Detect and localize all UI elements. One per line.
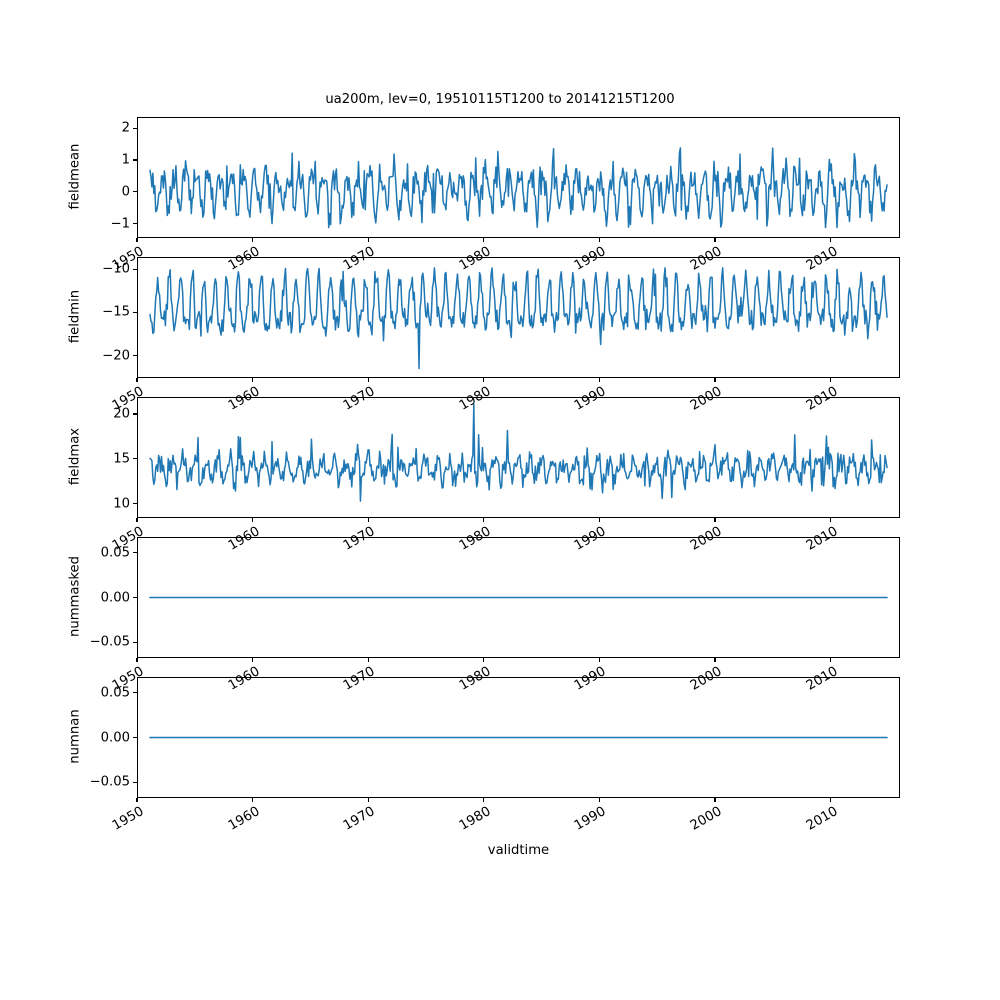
- y-tick-mark: [133, 736, 137, 739]
- x-tick-mark: [367, 798, 369, 802]
- y-axis-label-fieldmin: fieldmin: [67, 289, 83, 343]
- y-tick-mark: [133, 596, 137, 599]
- x-tick-mark: [136, 798, 138, 802]
- x-tick-mark: [598, 518, 600, 522]
- x-tick-label: 1980: [456, 804, 494, 834]
- y-tick-label: 1: [121, 152, 130, 168]
- x-tick-mark: [367, 518, 369, 522]
- figure-title: ua200m, lev=0, 19510115T1200 to 20141215…: [325, 92, 675, 107]
- y-tick-label: −0.05: [89, 634, 130, 650]
- x-tick-mark: [136, 658, 138, 662]
- x-tick-label: 1950: [109, 804, 147, 834]
- x-tick-mark: [483, 378, 485, 382]
- plot-panel-fieldmean: [137, 117, 900, 238]
- x-tick-label: 2000: [687, 804, 725, 834]
- x-tick-mark: [483, 238, 485, 242]
- x-tick-mark: [367, 378, 369, 382]
- x-tick-mark: [367, 238, 369, 242]
- x-tick-mark: [830, 378, 832, 382]
- y-tick-label: −0.05: [89, 774, 130, 790]
- data-line: [150, 268, 887, 369]
- x-tick-mark: [136, 518, 138, 522]
- y-tick-label: −20: [102, 348, 130, 364]
- y-tick-mark: [133, 311, 137, 313]
- series-fieldmin: [138, 258, 899, 377]
- y-tick-mark: [133, 127, 137, 129]
- x-tick-mark: [252, 378, 254, 382]
- y-axis-label-fieldmax: fieldmax: [67, 427, 83, 485]
- x-tick-mark: [598, 798, 600, 802]
- y-tick-label: 0.00: [100, 730, 130, 745]
- x-tick-mark: [830, 518, 832, 522]
- data-line: [150, 404, 887, 501]
- x-tick-mark: [136, 378, 138, 382]
- x-axis-label: validtime: [487, 843, 550, 858]
- plot-panel-numnan: [137, 677, 900, 798]
- x-tick-label: 2010: [803, 804, 841, 834]
- y-tick-label: −15: [102, 304, 130, 320]
- x-tick-mark: [598, 238, 600, 242]
- y-tick-mark: [133, 641, 137, 643]
- y-axis-label-nummasked: nummasked: [67, 555, 83, 637]
- x-tick-mark: [830, 798, 832, 802]
- x-tick-mark: [367, 658, 369, 662]
- y-tick-label: 0.00: [100, 590, 130, 605]
- data-line: [150, 148, 887, 228]
- y-tick-mark: [133, 781, 137, 783]
- y-tick-mark: [133, 159, 137, 161]
- x-tick-mark: [714, 518, 716, 522]
- x-tick-mark: [252, 798, 254, 802]
- x-tick-mark: [714, 658, 716, 662]
- x-tick-mark: [483, 658, 485, 662]
- y-tick-mark: [133, 191, 137, 193]
- y-tick-label: 0: [121, 184, 130, 200]
- series-numnan: [138, 678, 899, 797]
- y-tick-label: 2: [121, 120, 130, 136]
- y-tick-mark: [133, 692, 137, 694]
- y-axis-label-fieldmean: fieldmean: [67, 143, 83, 209]
- x-tick-label: 1960: [225, 804, 263, 834]
- y-tick-label: 20: [113, 406, 130, 422]
- plot-panel-fieldmin: [137, 257, 900, 378]
- x-tick-mark: [598, 378, 600, 382]
- y-tick-label: 0.05: [100, 685, 130, 701]
- y-tick-label: −1: [110, 216, 130, 232]
- x-tick-mark: [598, 658, 600, 662]
- y-tick-mark: [133, 223, 137, 225]
- y-tick-mark: [133, 503, 137, 505]
- x-tick-mark: [714, 238, 716, 242]
- y-tick-mark: [133, 413, 137, 415]
- plot-panel-nummasked: [137, 537, 900, 658]
- series-nummasked: [138, 538, 899, 657]
- plot-panel-fieldmax: [137, 397, 900, 518]
- y-tick-label: 0.05: [100, 545, 130, 561]
- series-fieldmean: [138, 118, 899, 237]
- y-tick-mark: [133, 268, 137, 270]
- x-tick-mark: [252, 238, 254, 242]
- y-tick-mark: [133, 552, 137, 554]
- x-tick-mark: [252, 518, 254, 522]
- x-tick-mark: [252, 658, 254, 662]
- series-fieldmax: [138, 398, 899, 517]
- x-tick-mark: [830, 238, 832, 242]
- x-tick-label: 1970: [341, 804, 378, 834]
- y-tick-label: −10: [102, 261, 130, 277]
- x-tick-mark: [830, 658, 832, 662]
- x-tick-mark: [483, 798, 485, 802]
- y-tick-mark: [133, 354, 137, 357]
- x-tick-mark: [483, 518, 485, 522]
- x-tick-mark: [136, 238, 138, 242]
- y-tick-label: 15: [113, 451, 130, 467]
- y-tick-mark: [133, 458, 137, 460]
- y-axis-label-numnan: numnan: [67, 708, 83, 764]
- x-tick-mark: [714, 798, 716, 802]
- x-tick-label: 1990: [572, 804, 609, 834]
- x-tick-mark: [714, 378, 716, 382]
- y-tick-label: 10: [113, 496, 130, 512]
